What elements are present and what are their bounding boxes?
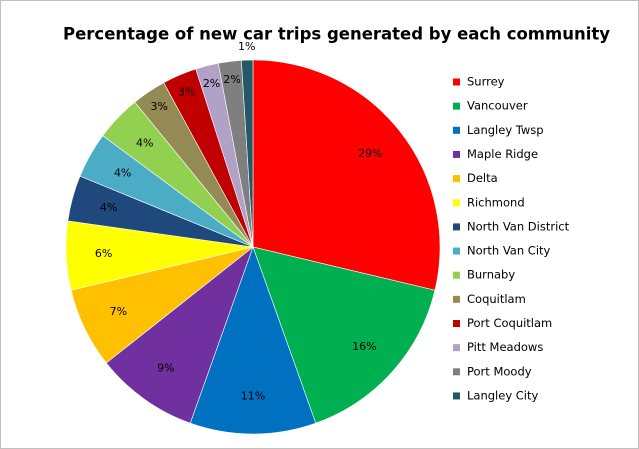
pie-slice: [241, 59, 254, 248]
legend-swatch: [453, 320, 460, 327]
legend-swatch: [453, 295, 460, 303]
legend-label: North Van District: [467, 219, 570, 233]
legend-swatch: [453, 150, 460, 158]
data-label: 7%: [110, 305, 127, 318]
data-label: 9%: [157, 362, 174, 375]
data-label: 2%: [203, 77, 220, 90]
pie-slice: [252, 59, 441, 291]
legend-label: Burnaby: [467, 268, 515, 282]
data-label: 1%: [238, 40, 255, 53]
legend-swatch: [453, 271, 460, 279]
data-label: 29%: [358, 147, 382, 160]
legend-label: Maple Ridge: [467, 147, 538, 161]
legend-swatch: [453, 78, 460, 86]
legend-label: Port Coquitlam: [467, 316, 552, 330]
data-label: 2%: [223, 73, 240, 86]
data-label: 6%: [95, 247, 112, 260]
pie-slice: [105, 246, 254, 424]
legend-label: Delta: [467, 171, 498, 185]
legend-swatch: [453, 175, 460, 183]
legend-swatch: [453, 223, 460, 231]
legend-label: Pitt Meadows: [467, 340, 543, 354]
legend-swatch: [453, 126, 460, 134]
legend-swatch: [453, 247, 460, 255]
legend-label: Surrey: [467, 75, 505, 89]
chart-title: Percentage of new car trips generated by…: [63, 25, 610, 44]
data-label: 3%: [150, 100, 167, 113]
data-label: 11%: [241, 390, 265, 403]
legend-label: Vancouver: [467, 99, 528, 113]
data-label: 16%: [352, 340, 376, 353]
legend-swatch: [453, 368, 460, 376]
legend-label: Port Moody: [467, 364, 532, 378]
legend-label: North Van City: [467, 244, 551, 258]
data-label: 4%: [136, 137, 153, 150]
data-label: 4%: [114, 167, 131, 180]
legend-swatch: [453, 344, 460, 352]
legend-swatch: [453, 102, 460, 110]
data-label: 4%: [100, 201, 117, 214]
legend-swatch: [453, 199, 460, 207]
legend-swatch: [453, 392, 460, 400]
legend-label: Langley Twsp: [467, 123, 544, 137]
legend-label: Coquitlam: [467, 292, 526, 306]
legend-label: Langley City: [467, 388, 539, 402]
data-label: 3%: [178, 85, 195, 98]
pie-slice: [252, 246, 436, 424]
pie-slice: [189, 246, 317, 435]
legend-label: Richmond: [467, 195, 525, 209]
